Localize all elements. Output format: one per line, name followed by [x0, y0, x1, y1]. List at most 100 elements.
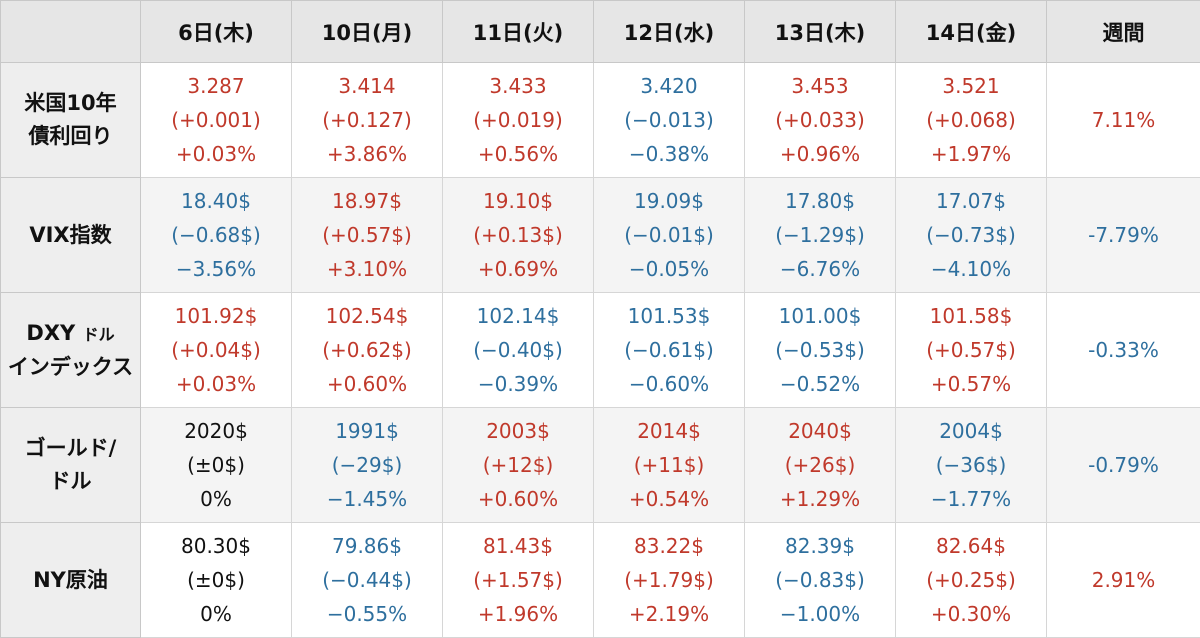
- data-cell: 2014$ (+11$) +0.54%: [594, 408, 745, 523]
- cell-pct: +0.96%: [745, 137, 895, 171]
- cell-value: 2014$: [594, 414, 744, 448]
- cell-value: 18.40$: [141, 184, 291, 218]
- data-cell: 82.39$ (−0.83$) −1.00%: [745, 523, 896, 638]
- cell-pct: +0.57%: [896, 367, 1046, 401]
- row-label-line: インデックス: [5, 351, 136, 384]
- cell-change: (+26$): [745, 448, 895, 482]
- cell-change: (+1.79$): [594, 563, 744, 597]
- cell-pct: +0.03%: [141, 367, 291, 401]
- data-cell: 2004$ (−36$) −1.77%: [896, 408, 1047, 523]
- row-label-gold: ゴールド/ ドル: [1, 408, 141, 523]
- cell-change: (+1.57$): [443, 563, 593, 597]
- cell-change: (−0.68$): [141, 218, 291, 252]
- table-row: DXY ドル インデックス 101.92$ (+0.04$) +0.03% 10…: [1, 293, 1200, 408]
- cell-pct: −1.00%: [745, 597, 895, 631]
- row-label-small: ドル: [83, 325, 115, 344]
- data-cell: 2040$ (+26$) +1.29%: [745, 408, 896, 523]
- header-row: 6日(木) 10日(月) 11日(火) 12日(水) 13日(木) 14日(金)…: [1, 1, 1200, 63]
- cell-value: 2020$: [141, 414, 291, 448]
- data-cell: 101.92$ (+0.04$) +0.03%: [141, 293, 292, 408]
- data-cell: 81.43$ (+1.57$) +1.96%: [443, 523, 594, 638]
- header-day-4: 12日(水): [594, 1, 745, 63]
- header-corner: [1, 1, 141, 63]
- cell-change: (+0.019): [443, 103, 593, 137]
- cell-value: 3.414: [292, 69, 442, 103]
- cell-pct: −6.76%: [745, 252, 895, 286]
- cell-change: (+0.033): [745, 103, 895, 137]
- table-row: NY原油 80.30$ (±0$) 0% 79.86$ (−0.44$) −0.…: [1, 523, 1200, 638]
- cell-value: 102.54$: [292, 299, 442, 333]
- data-cell: 83.22$ (+1.79$) +2.19%: [594, 523, 745, 638]
- data-cell: 18.97$ (+0.57$) +3.10%: [292, 178, 443, 293]
- data-cell: 101.00$ (−0.53$) −0.52%: [745, 293, 896, 408]
- data-cell: 3.414 (+0.127) +3.86%: [292, 63, 443, 178]
- cell-pct: −1.77%: [896, 482, 1046, 516]
- cell-change: (+0.57$): [292, 218, 442, 252]
- cell-change: (±0$): [141, 448, 291, 482]
- cell-value: 102.14$: [443, 299, 593, 333]
- weekly-cell: -7.79%: [1047, 178, 1200, 293]
- cell-change: (−36$): [896, 448, 1046, 482]
- header-day-2: 10日(月): [292, 1, 443, 63]
- cell-pct: +0.54%: [594, 482, 744, 516]
- row-label-line: 米国10年: [5, 87, 136, 120]
- data-cell: 101.53$ (−0.61$) −0.60%: [594, 293, 745, 408]
- cell-pct: +3.10%: [292, 252, 442, 286]
- table-row: VIX指数 18.40$ (−0.68$) −3.56% 18.97$ (+0.…: [1, 178, 1200, 293]
- row-label-ny-crude: NY原油: [1, 523, 141, 638]
- cell-pct: +0.69%: [443, 252, 593, 286]
- weekly-cell: 2.91%: [1047, 523, 1200, 638]
- row-label-line: ドル: [5, 465, 136, 498]
- cell-value: 19.09$: [594, 184, 744, 218]
- data-cell: 3.420 (−0.013) −0.38%: [594, 63, 745, 178]
- data-cell: 19.09$ (−0.01$) −0.05%: [594, 178, 745, 293]
- cell-value: 101.58$: [896, 299, 1046, 333]
- cell-change: (+12$): [443, 448, 593, 482]
- header-day-3: 11日(火): [443, 1, 594, 63]
- cell-change: (−0.61$): [594, 333, 744, 367]
- weekly-cell: -0.33%: [1047, 293, 1200, 408]
- cell-change: (−0.53$): [745, 333, 895, 367]
- cell-change: (+0.25$): [896, 563, 1046, 597]
- cell-value: 3.287: [141, 69, 291, 103]
- cell-pct: +0.03%: [141, 137, 291, 171]
- cell-pct: +0.60%: [292, 367, 442, 401]
- cell-change: (+0.127): [292, 103, 442, 137]
- cell-pct: +0.56%: [443, 137, 593, 171]
- data-cell: 18.40$ (−0.68$) −3.56%: [141, 178, 292, 293]
- cell-pct: −3.56%: [141, 252, 291, 286]
- cell-value: 17.80$: [745, 184, 895, 218]
- data-cell: 101.58$ (+0.57$) +0.57%: [896, 293, 1047, 408]
- cell-change: (−0.40$): [443, 333, 593, 367]
- cell-change: (+0.13$): [443, 218, 593, 252]
- cell-value: 82.64$: [896, 529, 1046, 563]
- cell-value: 2040$: [745, 414, 895, 448]
- table-row: ゴールド/ ドル 2020$ (±0$) 0% 1991$ (−29$) −1.…: [1, 408, 1200, 523]
- weekly-cell: 7.11%: [1047, 63, 1200, 178]
- cell-value: 3.453: [745, 69, 895, 103]
- cell-change: (+0.068): [896, 103, 1046, 137]
- header-weekly: 週間: [1047, 1, 1200, 63]
- cell-change: (−0.83$): [745, 563, 895, 597]
- cell-change: (−0.73$): [896, 218, 1046, 252]
- cell-pct: 0%: [141, 482, 291, 516]
- cell-change: (−0.01$): [594, 218, 744, 252]
- cell-pct: −0.39%: [443, 367, 593, 401]
- row-label-line: 債利回り: [5, 120, 136, 153]
- cell-value: 3.433: [443, 69, 593, 103]
- cell-change: (+0.57$): [896, 333, 1046, 367]
- cell-change: (+11$): [594, 448, 744, 482]
- cell-pct: +1.97%: [896, 137, 1046, 171]
- cell-value: 19.10$: [443, 184, 593, 218]
- cell-pct: −0.52%: [745, 367, 895, 401]
- weekly-cell: -0.79%: [1047, 408, 1200, 523]
- cell-pct: −0.38%: [594, 137, 744, 171]
- cell-pct: +0.30%: [896, 597, 1046, 631]
- data-cell: 102.54$ (+0.62$) +0.60%: [292, 293, 443, 408]
- cell-value: 2003$: [443, 414, 593, 448]
- cell-pct: +0.60%: [443, 482, 593, 516]
- data-cell: 2003$ (+12$) +0.60%: [443, 408, 594, 523]
- cell-change: (−0.013): [594, 103, 744, 137]
- data-cell: 17.07$ (−0.73$) −4.10%: [896, 178, 1047, 293]
